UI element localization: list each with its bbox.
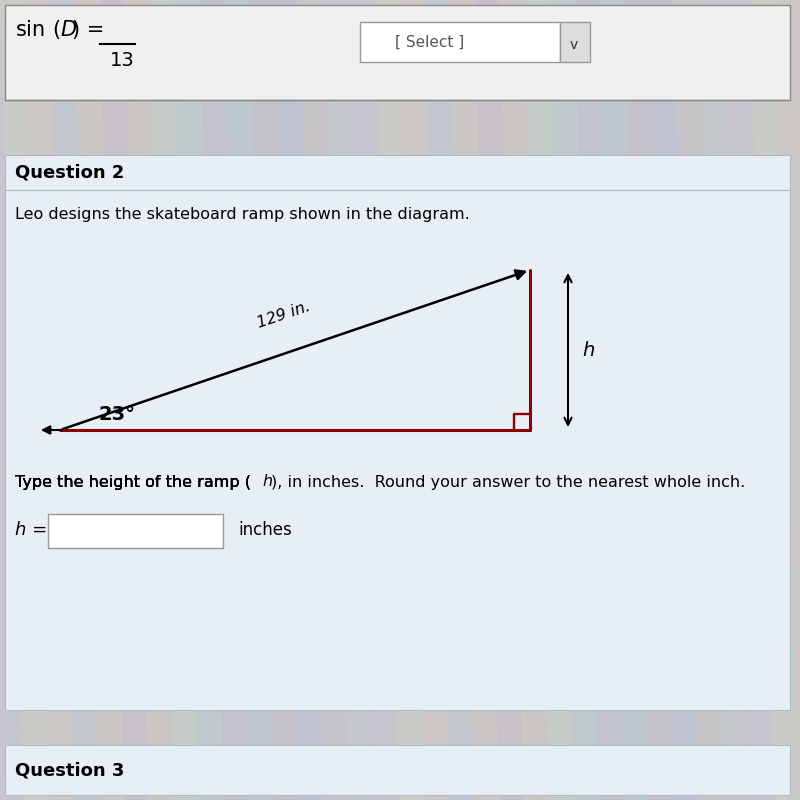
Text: 23°: 23° <box>98 405 135 424</box>
Polygon shape <box>700 0 800 800</box>
Text: 129 in.: 129 in. <box>255 298 313 331</box>
Polygon shape <box>100 0 800 800</box>
Polygon shape <box>0 0 750 800</box>
Text: h: h <box>582 341 594 359</box>
Polygon shape <box>750 0 800 800</box>
Polygon shape <box>300 0 800 800</box>
Polygon shape <box>375 0 800 800</box>
Text: Type the height of the ramp (: Type the height of the ramp ( <box>15 474 251 490</box>
Text: Type the height of the ramp (: Type the height of the ramp ( <box>15 474 251 490</box>
Text: h =: h = <box>15 521 47 539</box>
Text: (: ( <box>52 20 60 40</box>
Polygon shape <box>125 0 800 800</box>
Polygon shape <box>25 0 800 800</box>
Text: Type the height of the ramp (: Type the height of the ramp ( <box>15 474 251 490</box>
FancyBboxPatch shape <box>5 155 790 190</box>
Polygon shape <box>550 0 800 800</box>
Polygon shape <box>525 0 800 800</box>
Polygon shape <box>350 0 800 800</box>
Polygon shape <box>275 0 800 800</box>
Text: Question 3: Question 3 <box>15 761 124 779</box>
Text: ), in inches.  Round your answer to the nearest whole inch.: ), in inches. Round your answer to the n… <box>271 474 746 490</box>
Text: Question 2: Question 2 <box>15 164 124 182</box>
FancyBboxPatch shape <box>48 514 223 548</box>
Polygon shape <box>150 0 800 800</box>
Polygon shape <box>325 0 800 800</box>
FancyBboxPatch shape <box>5 5 790 100</box>
Text: Type the height of the ramp (: Type the height of the ramp ( <box>15 474 251 490</box>
Polygon shape <box>650 0 800 800</box>
FancyBboxPatch shape <box>5 190 790 710</box>
Text: 13: 13 <box>110 50 134 70</box>
Text: Leo designs the skateboard ramp shown in the diagram.: Leo designs the skateboard ramp shown in… <box>15 207 470 222</box>
Text: D: D <box>60 20 76 40</box>
Polygon shape <box>175 0 800 800</box>
Polygon shape <box>0 0 675 800</box>
Polygon shape <box>200 0 800 800</box>
Polygon shape <box>600 0 800 800</box>
Polygon shape <box>0 0 625 800</box>
FancyBboxPatch shape <box>560 22 590 62</box>
Text: $\mathregular{sin}$: $\mathregular{sin}$ <box>15 20 45 40</box>
Text: ) =: ) = <box>72 20 104 40</box>
Polygon shape <box>0 0 725 800</box>
Polygon shape <box>425 0 800 800</box>
Polygon shape <box>450 0 800 800</box>
FancyBboxPatch shape <box>5 745 790 795</box>
Polygon shape <box>675 0 800 800</box>
Polygon shape <box>75 0 800 800</box>
Polygon shape <box>500 0 800 800</box>
Polygon shape <box>50 0 800 800</box>
Polygon shape <box>250 0 800 800</box>
Text: inches: inches <box>238 521 292 539</box>
Polygon shape <box>400 0 800 800</box>
Text: v: v <box>570 38 578 52</box>
Text: [ Select ]: [ Select ] <box>395 34 464 50</box>
Polygon shape <box>775 0 800 800</box>
Polygon shape <box>625 0 800 800</box>
Polygon shape <box>0 0 650 800</box>
Polygon shape <box>0 0 775 800</box>
FancyBboxPatch shape <box>360 22 560 62</box>
Polygon shape <box>475 0 800 800</box>
Text: h: h <box>262 474 272 490</box>
Polygon shape <box>575 0 800 800</box>
Polygon shape <box>725 0 800 800</box>
Polygon shape <box>0 0 700 800</box>
Polygon shape <box>225 0 800 800</box>
